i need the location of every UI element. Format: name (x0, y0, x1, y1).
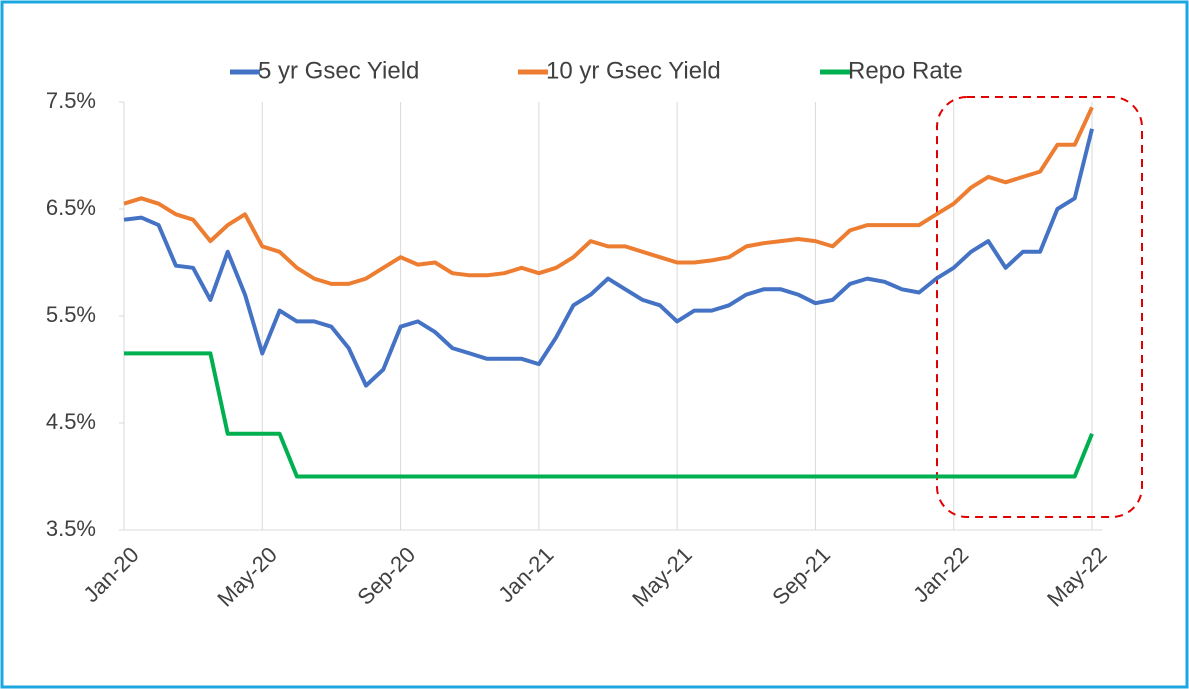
series-line (123, 106, 1094, 286)
y-tick-label: 6.5% (46, 195, 96, 220)
highlight-box (936, 96, 1143, 518)
series-line (124, 351, 1094, 479)
legend-label: 10 yr Gsec Yield (546, 57, 721, 84)
legend-label: 5 yr Gsec Yield (258, 57, 419, 84)
y-tick-label: 7.5% (46, 88, 96, 113)
y-tick-label: 3.5% (46, 516, 96, 541)
y-tick-label: 4.5% (46, 409, 96, 434)
series-line (123, 128, 1094, 388)
legend-label: Repo Rate (848, 57, 963, 84)
y-tick-label: 5.5% (46, 302, 96, 327)
